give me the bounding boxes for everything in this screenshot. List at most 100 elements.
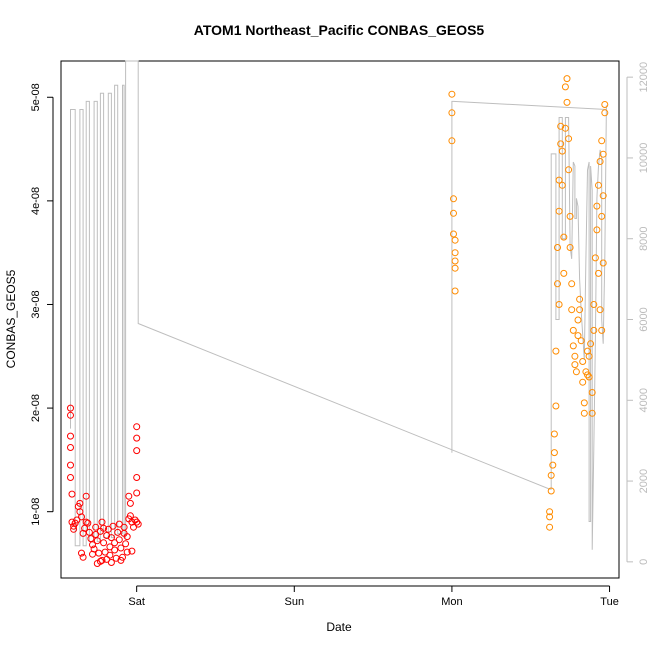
data-point [569, 326, 577, 334]
data-point [451, 249, 459, 257]
y-tick-label: 1e-08 [30, 498, 42, 526]
data-point [547, 487, 555, 495]
data-point [598, 212, 606, 220]
data-point [588, 409, 596, 417]
data-point [568, 306, 576, 314]
data-point [588, 389, 596, 396]
data-point [560, 233, 568, 241]
data-point [566, 212, 574, 220]
data-point [599, 192, 607, 200]
data-point [598, 137, 606, 145]
data-point [591, 254, 599, 262]
data-point [133, 447, 141, 455]
data-point [90, 545, 98, 553]
data-point [133, 474, 141, 481]
data-point [122, 540, 130, 548]
data-point [601, 109, 609, 117]
data-point [126, 499, 134, 507]
data-point [560, 269, 568, 277]
plot-frame [60, 60, 620, 579]
data-point [76, 499, 84, 507]
data-point [109, 522, 117, 530]
data-point [593, 226, 601, 234]
y-axis-label: CONBAS_GEOS5 [4, 269, 18, 368]
data-point [130, 523, 137, 531]
data-point [599, 150, 607, 158]
data-point [111, 546, 119, 554]
data-point [107, 559, 115, 566]
data-points-layer [67, 75, 609, 567]
data-point [82, 518, 90, 526]
data-point [451, 287, 459, 295]
data-point [79, 553, 87, 561]
data-point [561, 83, 569, 91]
data-point [571, 361, 579, 369]
data-point [557, 140, 565, 148]
y2-tick-label: 4000 [638, 388, 650, 412]
data-point [451, 236, 459, 244]
data-point [546, 508, 554, 516]
data-point [125, 492, 133, 500]
data-point [67, 404, 74, 412]
data-point [111, 539, 119, 547]
data-point [561, 124, 569, 132]
data-point [601, 101, 609, 108]
data-point [450, 195, 457, 203]
data-point [448, 137, 456, 145]
y-tick-label: 2e-08 [30, 394, 42, 422]
data-point [580, 409, 588, 417]
y2-tick-label: 12000 [638, 62, 650, 93]
data-point [128, 547, 136, 555]
data-point [93, 560, 101, 567]
data-point [106, 543, 114, 551]
data-point [67, 461, 74, 469]
data-point [596, 158, 604, 165]
data-point [107, 534, 115, 542]
data-point [133, 489, 141, 497]
data-point [585, 373, 593, 381]
data-point [95, 549, 103, 557]
data-point [569, 342, 577, 350]
data-point [70, 525, 78, 533]
data-point [115, 520, 123, 528]
x-tick-label: Sun [284, 596, 304, 608]
data-point [546, 513, 554, 521]
data-point [98, 556, 106, 564]
data-point [577, 337, 585, 345]
data-point [450, 209, 457, 217]
data-point [451, 257, 459, 265]
y-axis: 1e-08 2e-08 3e-08 4e-08 5e-08 [30, 83, 54, 526]
data-point [585, 352, 593, 360]
data-point [590, 301, 598, 308]
data-point [552, 402, 560, 410]
data-point [587, 340, 595, 348]
data-point [574, 332, 582, 340]
data-point [598, 326, 606, 334]
data-point [593, 202, 601, 210]
y2-axis-altitude: 0 2000 4000 6000 8000 10000 12000 [626, 62, 650, 565]
data-point [579, 378, 587, 386]
data-point [572, 368, 580, 376]
data-point [580, 399, 588, 407]
data-point [100, 524, 108, 532]
y2-tick-label: 10000 [638, 143, 650, 174]
data-point [448, 109, 456, 117]
data-point [550, 430, 558, 438]
data-point [568, 280, 576, 288]
data-point [599, 259, 607, 267]
x-tick-label: Tue [600, 596, 619, 608]
data-point [67, 432, 74, 440]
data-point [114, 528, 122, 536]
data-point [590, 326, 598, 334]
data-point [550, 449, 558, 457]
data-point [87, 535, 95, 543]
data-point [126, 512, 134, 520]
data-point [123, 533, 131, 541]
data-point [554, 244, 561, 251]
data-point [563, 75, 571, 83]
data-point [555, 176, 563, 184]
data-point [558, 181, 566, 189]
data-point [92, 531, 100, 538]
data-point [85, 528, 93, 536]
data-point [101, 548, 109, 556]
